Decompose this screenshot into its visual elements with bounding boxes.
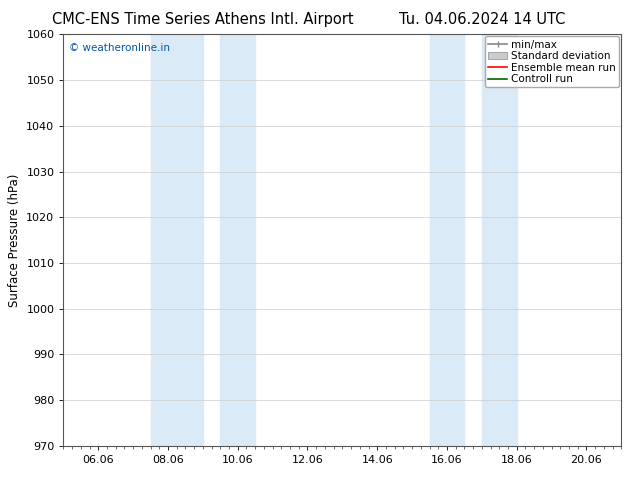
Text: CMC-ENS Time Series Athens Intl. Airport: CMC-ENS Time Series Athens Intl. Airport (52, 12, 354, 27)
Bar (482, 34, 517, 446)
Legend: min/max, Standard deviation, Ensemble mean run, Controll run: min/max, Standard deviation, Ensemble me… (485, 36, 619, 87)
Y-axis label: Surface Pressure (hPa): Surface Pressure (hPa) (8, 173, 21, 307)
Bar (430, 34, 464, 446)
Bar (150, 34, 203, 446)
Text: © weatheronline.in: © weatheronline.in (69, 43, 170, 52)
Text: Tu. 04.06.2024 14 UTC: Tu. 04.06.2024 14 UTC (399, 12, 565, 27)
Bar (221, 34, 255, 446)
